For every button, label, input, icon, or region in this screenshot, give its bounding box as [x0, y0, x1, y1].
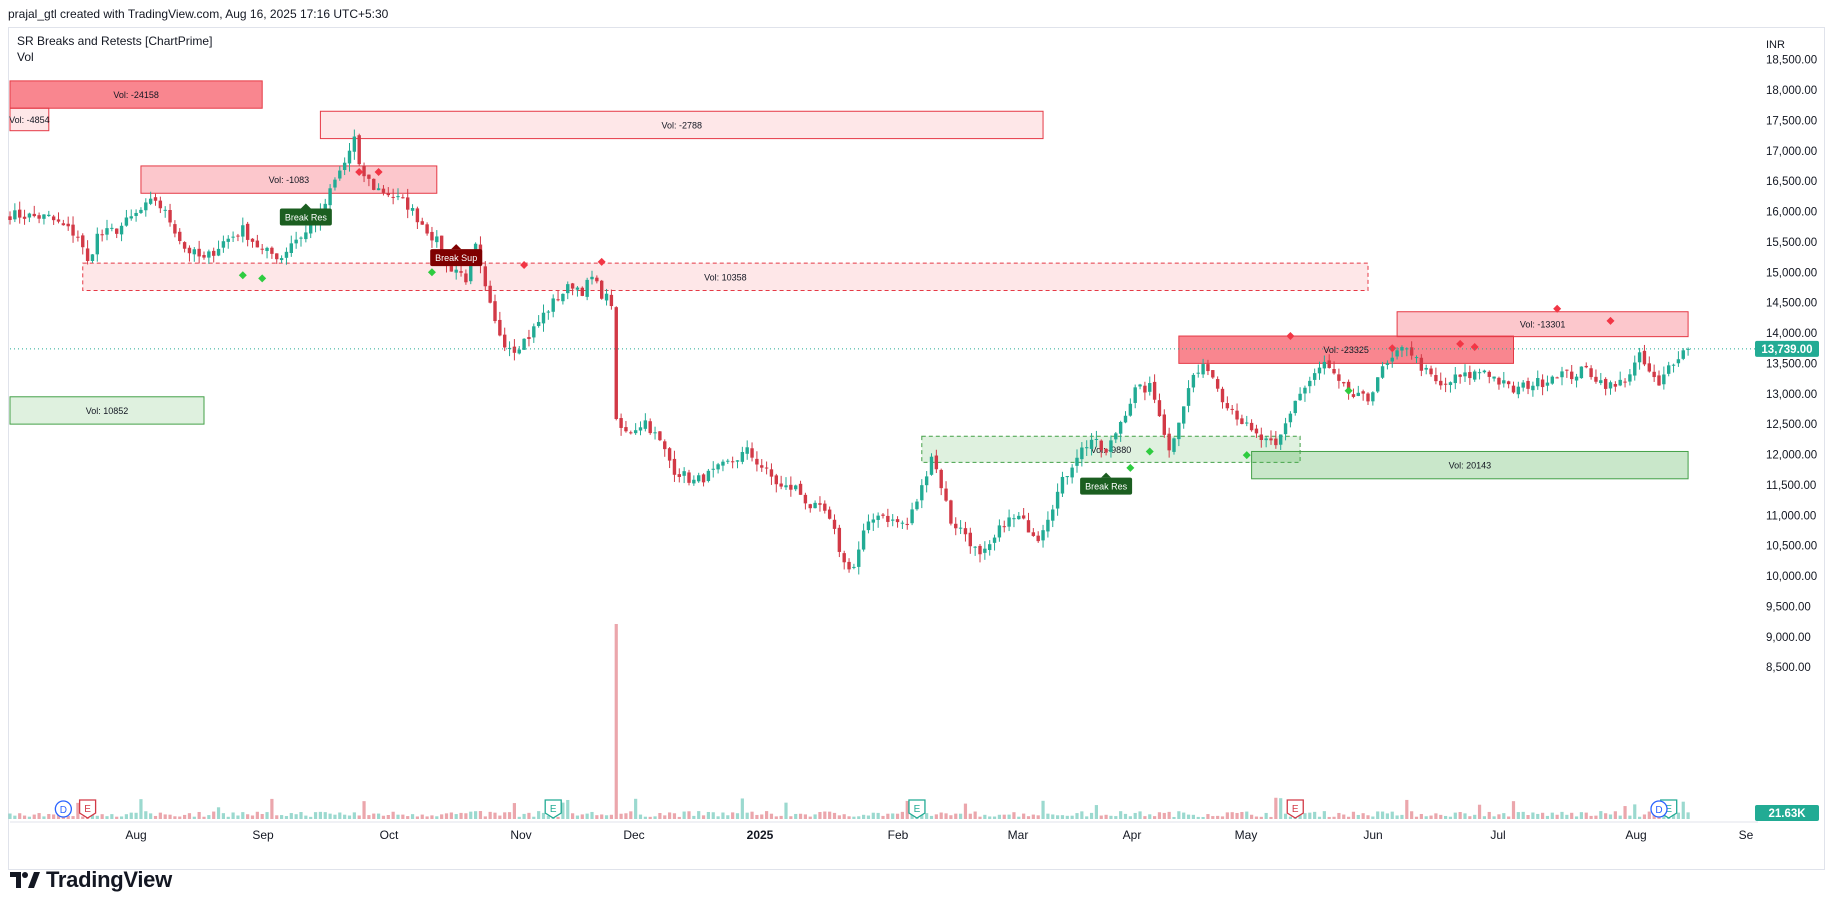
tradingview-wordmark: TradingView: [46, 867, 172, 892]
indicator-title-sr[interactable]: SR Breaks and Retests [ChartPrime]: [17, 34, 213, 48]
tradingview-logo[interactable]: TradingView: [10, 866, 172, 894]
indicator-title-volume[interactable]: Vol: [17, 50, 34, 64]
chart-frame: [8, 27, 1825, 870]
chart-attribution: prajal_gtl created with TradingView.com,…: [8, 7, 389, 21]
tradingview-logo-icon: [10, 872, 40, 888]
